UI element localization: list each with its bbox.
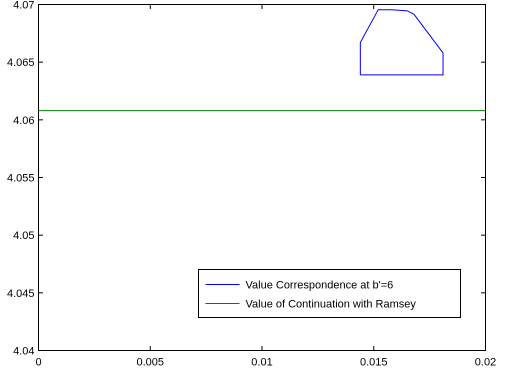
- y-tick-label: 4.065: [7, 57, 35, 69]
- y-tick-label: 4.06: [13, 115, 34, 127]
- legend-label: Value Correspondence at b'=6: [246, 280, 394, 292]
- x-tick-label: 0.02: [475, 357, 496, 369]
- y-tick-label: 4.055: [7, 173, 35, 185]
- y-tick-label: 4.07: [13, 0, 34, 12]
- legend: Value Correspondence at b'=6 Value of Con…: [198, 269, 461, 318]
- ticks-layer: 0 0.005 0.01 0.015 0.02 4.04 4.045 4.05 4.055 4.0…: [7, 0, 496, 369]
- x-tick-label: 0.015: [360, 357, 388, 369]
- y-tick-label: 4.04: [13, 346, 34, 358]
- x-tick-label: 0.01: [251, 357, 272, 369]
- y-tick-label: 4.045: [7, 288, 35, 300]
- series-line-0: [359, 9, 444, 76]
- x-tick-label: 0: [35, 357, 41, 369]
- legend-label: Value of Continuation with Ramsey: [246, 299, 417, 311]
- x-tick-label: 0.005: [136, 357, 164, 369]
- series-layer: [38, 9, 486, 112]
- legend-box: [198, 269, 461, 318]
- y-tick-label: 4.05: [13, 230, 34, 242]
